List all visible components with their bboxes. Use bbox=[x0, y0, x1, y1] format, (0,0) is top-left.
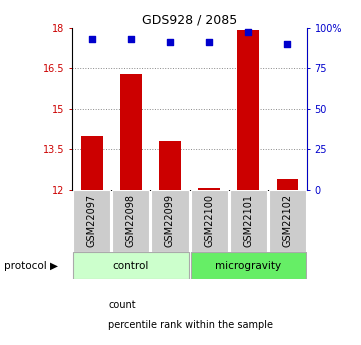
Bar bbox=[277, 179, 298, 190]
Text: microgravity: microgravity bbox=[215, 261, 281, 270]
Point bbox=[89, 36, 95, 42]
Bar bbox=[191, 252, 306, 279]
Bar bbox=[159, 141, 181, 190]
Bar bbox=[269, 190, 306, 252]
Point bbox=[284, 41, 290, 47]
Bar bbox=[120, 73, 142, 190]
Bar bbox=[112, 190, 149, 252]
Bar bbox=[81, 136, 103, 190]
Text: protocol ▶: protocol ▶ bbox=[4, 261, 58, 270]
Bar bbox=[238, 30, 259, 190]
Bar bbox=[73, 190, 110, 252]
Point bbox=[128, 36, 134, 42]
Text: GSM22100: GSM22100 bbox=[204, 194, 214, 247]
Text: GSM22098: GSM22098 bbox=[126, 194, 136, 247]
Bar bbox=[230, 190, 267, 252]
Text: GSM22099: GSM22099 bbox=[165, 194, 175, 247]
Text: percentile rank within the sample: percentile rank within the sample bbox=[108, 321, 273, 330]
Text: GSM22101: GSM22101 bbox=[243, 194, 253, 247]
Point bbox=[245, 30, 251, 35]
Bar bbox=[73, 252, 188, 279]
Title: GDS928 / 2085: GDS928 / 2085 bbox=[142, 13, 237, 27]
Text: GSM22102: GSM22102 bbox=[282, 194, 292, 247]
Text: GSM22097: GSM22097 bbox=[87, 194, 97, 247]
Bar bbox=[151, 190, 188, 252]
Point bbox=[167, 39, 173, 45]
Text: control: control bbox=[113, 261, 149, 270]
Text: count: count bbox=[108, 300, 136, 309]
Bar bbox=[198, 188, 220, 190]
Bar bbox=[191, 190, 228, 252]
Point bbox=[206, 39, 212, 45]
